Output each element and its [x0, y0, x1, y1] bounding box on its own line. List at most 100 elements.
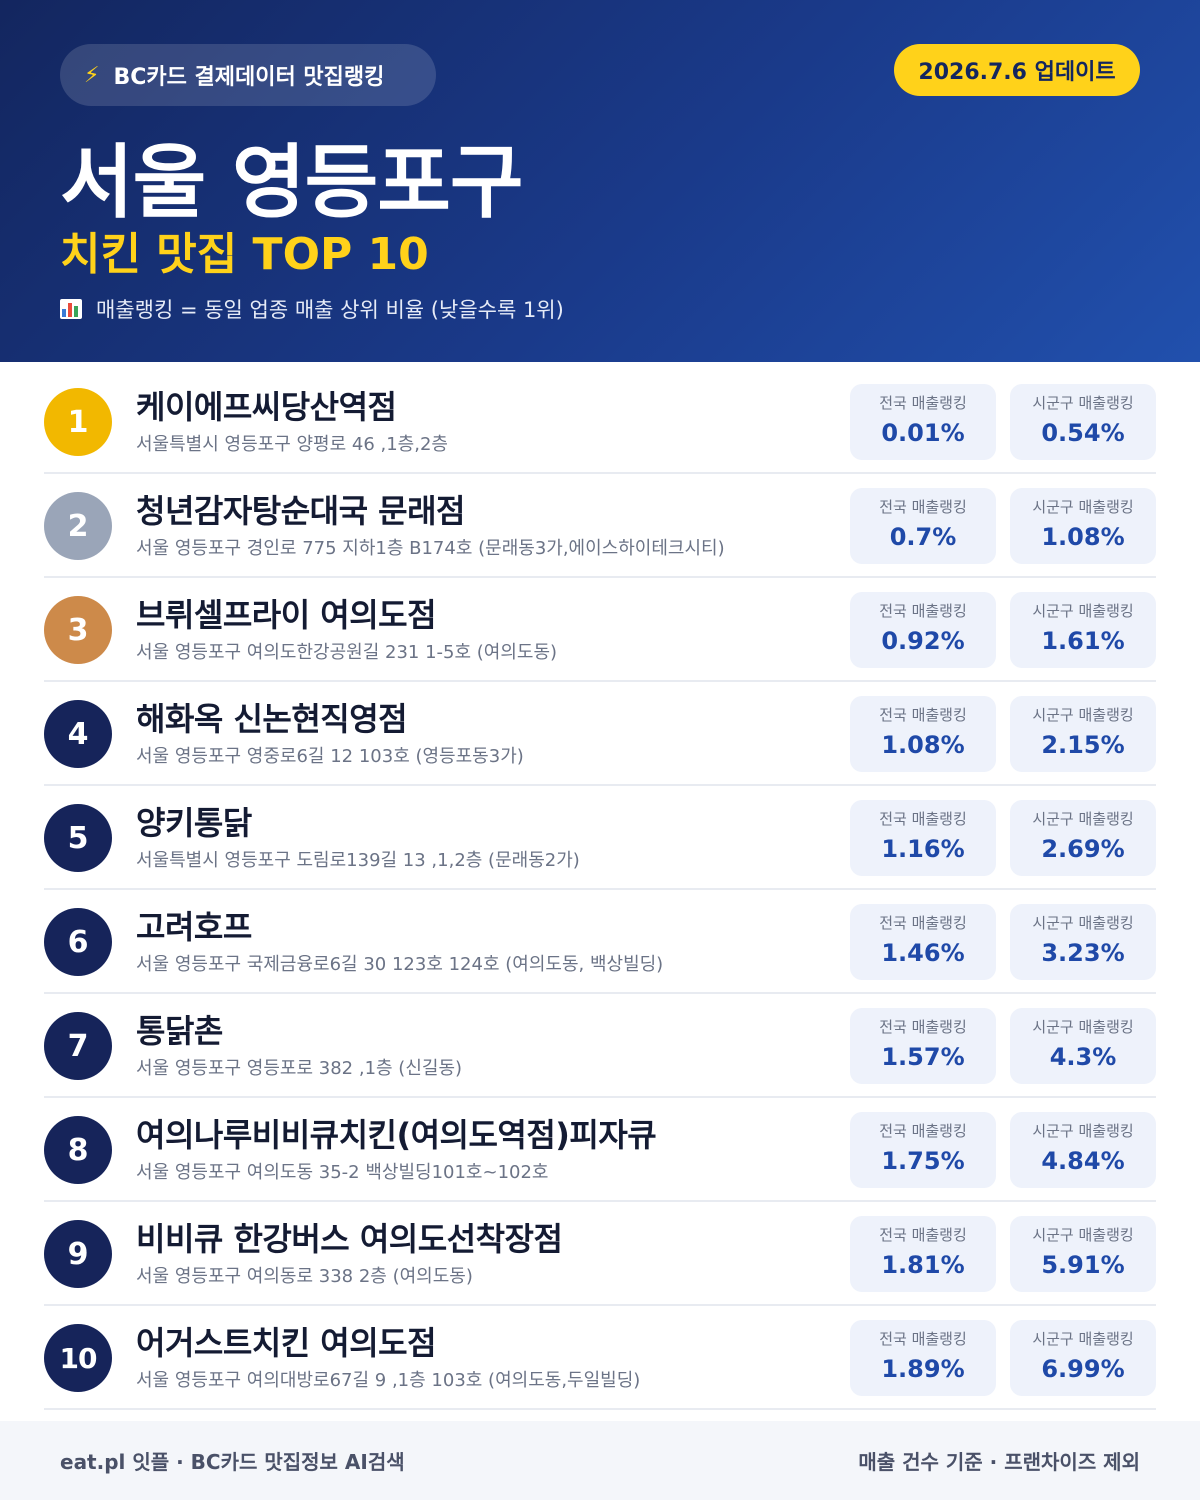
national-ranking-card: 전국 매출랭킹 0.7% [850, 488, 996, 564]
ranking-legend-text: 매출랭킹 = 동일 업종 매출 상위 비율 (낮을수록 1위) [96, 298, 564, 322]
district-ranking-card: 시군구 매출랭킹 4.3% [1010, 1008, 1156, 1084]
district-ranking-label: 시군구 매출랭킹 [1032, 394, 1134, 412]
list-item[interactable]: 1 케이에프씨당산역점 서울특별시 영등포구 양평로 46 ,1층,2층 전국 매출랭… [44, 370, 1156, 474]
district-ranking-value: 1.08% [1041, 523, 1125, 551]
national-ranking-label: 전국 매출랭킹 [879, 1018, 967, 1036]
update-date-badge: 2026.7.6 업데이트 [894, 44, 1140, 96]
district-ranking-value: 3.23% [1041, 939, 1125, 967]
rank-badge: 4 [44, 700, 112, 768]
district-ranking-label: 시군구 매출랭킹 [1032, 1226, 1134, 1244]
district-ranking-value: 0.54% [1041, 419, 1125, 447]
restaurant-address: 서울 영등포구 여의도동 35-2 백상빌딩101호~102호 [136, 1162, 549, 1183]
national-ranking-label: 전국 매출랭킹 [879, 1122, 967, 1140]
page-subtitle: 치킨 맛집 TOP 10 [60, 229, 429, 280]
restaurant-name: 해화옥 신논현직영점 [136, 700, 408, 738]
restaurant-address: 서울 영등포구 경인로 775 지하1층 B174호 (문래동3가,에이스하이테… [136, 538, 725, 559]
restaurant-address: 서울 영등포구 여의도한강공원길 231 1-5호 (여의도동) [136, 642, 558, 663]
bar-chart-icon [60, 299, 82, 319]
restaurant-address: 서울 영등포구 여의동로 338 2층 (여의도동) [136, 1266, 473, 1287]
district-ranking-value: 6.99% [1041, 1355, 1125, 1383]
header-banner: ⚡ BC카드 결제데이터 맛집랭킹 2026.7.6 업데이트 서울 영등포구 … [0, 0, 1200, 362]
district-ranking-value: 4.3% [1049, 1043, 1117, 1071]
national-ranking-value: 1.16% [881, 835, 965, 863]
rank-badge: 10 [44, 1324, 112, 1392]
national-ranking-card: 전국 매출랭킹 1.08% [850, 696, 996, 772]
restaurant-name: 청년감자탕순대국 문래점 [136, 492, 465, 530]
national-ranking-card: 전국 매출랭킹 1.75% [850, 1112, 996, 1188]
national-ranking-label: 전국 매출랭킹 [879, 1330, 967, 1348]
restaurant-name: 어거스트치킨 여의도점 [136, 1324, 437, 1362]
district-ranking-label: 시군구 매출랭킹 [1032, 602, 1134, 620]
national-ranking-value: 1.46% [881, 939, 965, 967]
district-ranking-label: 시군구 매출랭킹 [1032, 1018, 1134, 1036]
national-ranking-value: 1.75% [881, 1147, 965, 1175]
source-badge-label: BC카드 결제데이터 맛집랭킹 [113, 65, 385, 90]
restaurant-name: 통닭촌 [136, 1012, 223, 1050]
district-ranking-card: 시군구 매출랭킹 1.08% [1010, 488, 1156, 564]
district-ranking-card: 시군구 매출랭킹 4.84% [1010, 1112, 1156, 1188]
rank-badge: 5 [44, 804, 112, 872]
national-ranking-card: 전국 매출랭킹 1.46% [850, 904, 996, 980]
restaurant-name: 고려호프 [136, 908, 252, 946]
lightning-icon: ⚡ [84, 62, 100, 88]
national-ranking-label: 전국 매출랭킹 [879, 706, 967, 724]
footer-note: 매출 건수 기준 · 프랜차이즈 제외 [858, 1450, 1140, 1474]
national-ranking-value: 1.08% [881, 731, 965, 759]
district-ranking-card: 시군구 매출랭킹 1.61% [1010, 592, 1156, 668]
district-ranking-value: 5.91% [1041, 1251, 1125, 1279]
national-ranking-card: 전국 매출랭킹 1.57% [850, 1008, 996, 1084]
national-ranking-label: 전국 매출랭킹 [879, 602, 967, 620]
national-ranking-card: 전국 매출랭킹 1.81% [850, 1216, 996, 1292]
national-ranking-value: 0.7% [889, 523, 957, 551]
restaurant-list: 1 케이에프씨당산역점 서울특별시 영등포구 양평로 46 ,1층,2층 전국 매출랭… [44, 370, 1156, 1410]
restaurant-name: 양키통닭 [136, 804, 252, 842]
district-ranking-card: 시군구 매출랭킹 0.54% [1010, 384, 1156, 460]
rank-badge: 3 [44, 596, 112, 664]
national-ranking-value: 1.89% [881, 1355, 965, 1383]
district-ranking-value: 1.61% [1041, 627, 1125, 655]
district-ranking-label: 시군구 매출랭킹 [1032, 1122, 1134, 1140]
district-ranking-value: 4.84% [1041, 1147, 1125, 1175]
rank-badge: 9 [44, 1220, 112, 1288]
district-ranking-card: 시군구 매출랭킹 5.91% [1010, 1216, 1156, 1292]
district-ranking-label: 시군구 매출랭킹 [1032, 810, 1134, 828]
rank-badge: 7 [44, 1012, 112, 1080]
national-ranking-card: 전국 매출랭킹 1.16% [850, 800, 996, 876]
national-ranking-value: 1.81% [881, 1251, 965, 1279]
national-ranking-value: 0.92% [881, 627, 965, 655]
source-badge: ⚡ BC카드 결제데이터 맛집랭킹 [60, 44, 436, 106]
restaurant-address: 서울특별시 영등포구 도림로139길 13 ,1,2층 (문래동2가) [136, 850, 580, 871]
ranking-legend: 매출랭킹 = 동일 업종 매출 상위 비율 (낮을수록 1위) [60, 294, 564, 324]
restaurant-address: 서울 영등포구 영등포로 382 ,1층 (신길동) [136, 1058, 463, 1079]
list-item[interactable]: 8 여의나루비비큐치킨(여의도역점)피자큐 서울 영등포구 여의도동 35-2 백상… [44, 1098, 1156, 1202]
list-item[interactable]: 10 어거스트치킨 여의도점 서울 영등포구 여의대방로67길 9 ,1층 103호… [44, 1306, 1156, 1410]
district-ranking-value: 2.15% [1041, 731, 1125, 759]
district-ranking-card: 시군구 매출랭킹 2.15% [1010, 696, 1156, 772]
restaurant-name: 케이에프씨당산역점 [136, 388, 397, 426]
national-ranking-label: 전국 매출랭킹 [879, 394, 967, 412]
rank-badge: 6 [44, 908, 112, 976]
restaurant-address: 서울 영등포구 영중로6길 12 103호 (영등포동3가) [136, 746, 524, 767]
restaurant-address: 서울특별시 영등포구 양평로 46 ,1층,2층 [136, 434, 448, 455]
district-ranking-value: 2.69% [1041, 835, 1125, 863]
national-ranking-label: 전국 매출랭킹 [879, 1226, 967, 1244]
national-ranking-value: 1.57% [881, 1043, 965, 1071]
national-ranking-card: 전국 매출랭킹 0.92% [850, 592, 996, 668]
national-ranking-label: 전국 매출랭킹 [879, 914, 967, 932]
restaurant-name: 비비큐 한강버스 여의도선착장점 [136, 1220, 563, 1258]
restaurant-address: 서울 영등포구 국제금융로6길 30 123호 124호 (여의도동, 백상빌딩… [136, 954, 664, 975]
rank-badge: 2 [44, 492, 112, 560]
district-ranking-label: 시군구 매출랭킹 [1032, 706, 1134, 724]
national-ranking-card: 전국 매출랭킹 0.01% [850, 384, 996, 460]
district-ranking-label: 시군구 매출랭킹 [1032, 914, 1134, 932]
restaurant-name: 브뤼셀프라이 여의도점 [136, 596, 437, 634]
district-ranking-label: 시군구 매출랭킹 [1032, 498, 1134, 516]
district-ranking-card: 시군구 매출랭킹 2.69% [1010, 800, 1156, 876]
